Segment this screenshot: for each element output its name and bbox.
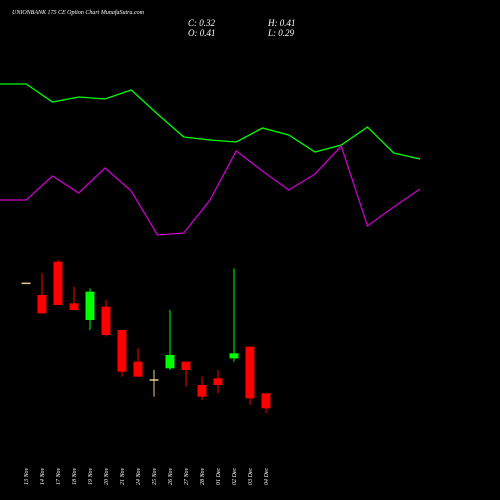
x-tick-label: 03 Dec bbox=[248, 468, 254, 485]
candle-body bbox=[37, 295, 47, 314]
line-series bbox=[0, 83, 421, 160]
x-tick-label: 27 Nov bbox=[184, 467, 190, 485]
candle-body bbox=[53, 261, 63, 305]
candle-body bbox=[197, 385, 207, 397]
candle-body bbox=[165, 355, 175, 369]
x-tick-label: 24 Nov bbox=[135, 467, 142, 485]
candle-body bbox=[85, 291, 95, 320]
ohlc-low: L: 0.29 bbox=[267, 28, 295, 38]
candle-body bbox=[133, 361, 143, 377]
line-series bbox=[0, 144, 421, 236]
x-tick-label: 20 Nov bbox=[104, 467, 110, 485]
ohlc-close: C: 0.32 bbox=[188, 18, 216, 28]
candle-body bbox=[117, 330, 127, 372]
x-tick-label: 04 Dec bbox=[263, 468, 270, 485]
candle-body bbox=[261, 393, 271, 409]
candle-body bbox=[181, 361, 191, 370]
ohlc-high: H: 0.41 bbox=[267, 18, 296, 28]
x-tick-label: 13 Nov bbox=[24, 467, 30, 485]
candle-body bbox=[69, 303, 79, 310]
candle-body bbox=[149, 379, 159, 381]
x-tick-label: 28 Nov bbox=[200, 467, 206, 485]
x-tick-label: 19 Nov bbox=[88, 467, 94, 485]
candle-body bbox=[101, 306, 111, 335]
candle-body bbox=[229, 353, 239, 359]
x-tick-label: 14 Nov bbox=[39, 467, 46, 485]
candle-body bbox=[213, 378, 223, 385]
chart-title: UNIONBANK 175 CE Option Chart MunafaSutr… bbox=[12, 9, 145, 16]
x-tick-label: 18 Nov bbox=[72, 467, 78, 485]
candle-body bbox=[245, 346, 255, 399]
x-tick-label: 26 Nov bbox=[168, 467, 174, 485]
x-tick-label: 17 Nov bbox=[56, 467, 62, 485]
x-tick-label: 25 Nov bbox=[152, 467, 158, 485]
ohlc-open: O: 0.41 bbox=[188, 28, 216, 38]
x-tick-label: 02 Dec bbox=[232, 468, 238, 485]
x-tick-label: 21 Nov bbox=[120, 467, 126, 485]
candle-body bbox=[21, 282, 31, 285]
x-tick-label: 01 Dec bbox=[216, 468, 222, 485]
